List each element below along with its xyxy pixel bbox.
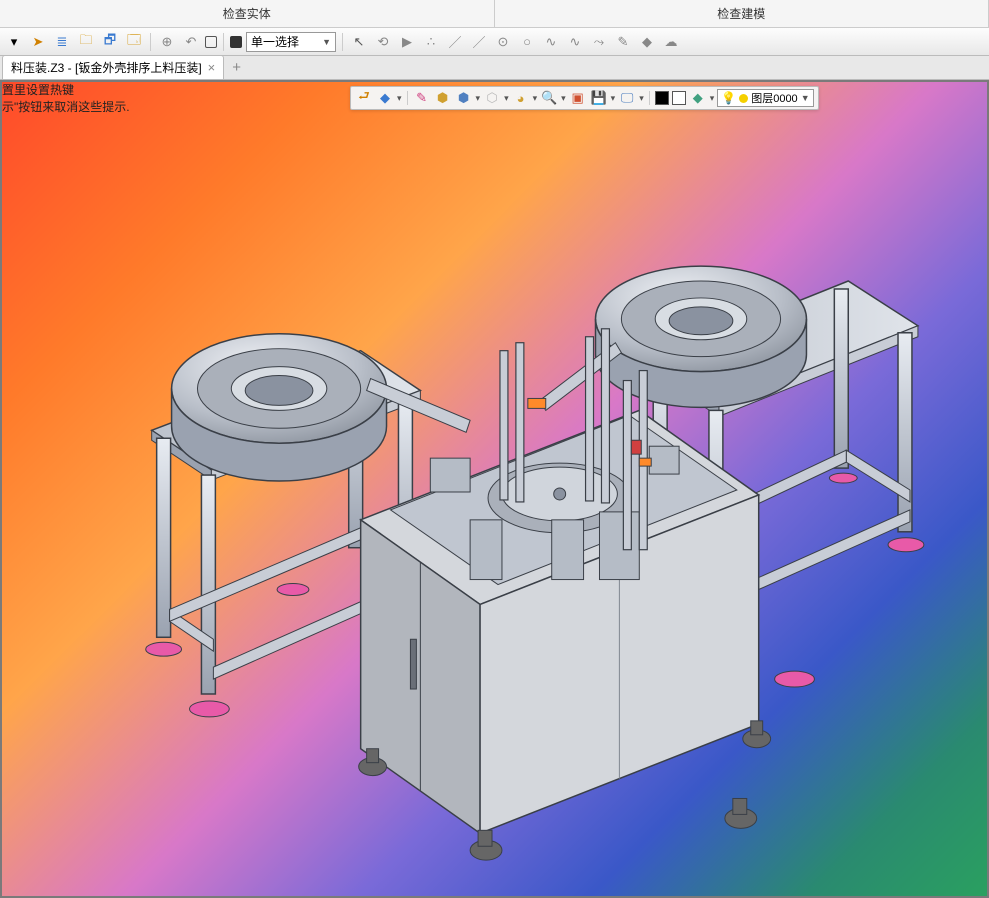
layer-dropdown[interactable]: 💡 图层0000 ▼ bbox=[717, 89, 813, 107]
ft-pie-icon[interactable]: ◕ bbox=[512, 89, 530, 107]
pencil-icon[interactable]: ✎ bbox=[613, 32, 633, 52]
line-icon[interactable]: ／ bbox=[445, 32, 465, 52]
ft-exit-icon[interactable]: ⮐ bbox=[355, 89, 373, 107]
hint-line1: 置里设置热键 bbox=[2, 82, 130, 99]
window-icon[interactable]: 🗗 bbox=[100, 32, 120, 52]
diamond-icon[interactable]: ◆ bbox=[637, 32, 657, 52]
undo-icon[interactable]: ↶ bbox=[181, 32, 201, 52]
ft-book-icon[interactable]: ◆ bbox=[376, 89, 394, 107]
hint-text: 置里设置热键 示"按钮来取消这些提示. bbox=[2, 82, 130, 116]
list-icon[interactable]: ≣ bbox=[52, 32, 72, 52]
bulb-icon: 💡 bbox=[721, 91, 736, 105]
ft-layer-icon[interactable]: ◆ bbox=[689, 89, 707, 107]
arrow-icon[interactable]: ➤ bbox=[28, 32, 48, 52]
wave2-icon[interactable]: ∿ bbox=[565, 32, 585, 52]
line2-icon[interactable]: ／ bbox=[469, 32, 489, 52]
hint-line2: 示"按钮来取消这些提示. bbox=[2, 99, 130, 116]
3d-viewport[interactable] bbox=[0, 80, 989, 898]
color-swatch-black[interactable] bbox=[655, 91, 669, 105]
rotate-icon[interactable]: ⟲ bbox=[373, 32, 393, 52]
chevron-down-icon[interactable]: ▾ bbox=[561, 93, 566, 104]
chevron-down-icon: ▼ bbox=[322, 37, 331, 47]
chevron-down-icon[interactable]: ▾ bbox=[397, 93, 402, 104]
layer-dot-icon bbox=[739, 94, 748, 103]
chevron-down-icon[interactable]: ▾ bbox=[611, 93, 616, 104]
color-swatch-white[interactable] bbox=[672, 91, 686, 105]
target-icon[interactable]: ⊕ bbox=[157, 32, 177, 52]
ft-cube2-icon[interactable]: ⬢ bbox=[455, 89, 473, 107]
ft-monitor-icon[interactable]: 🖵 bbox=[618, 89, 636, 107]
floating-view-toolbar: ⮐ ◆ ▾ ✎ ⬢ ⬢ ▾ ⬡ ▾ ◕ ▾ 🔍 ▾ ▣ 💾 ▾ 🖵 ▾ ◆ ▾ … bbox=[350, 86, 819, 110]
document-tab-bar: 料压装.Z3 - [钣金外壳排序上料压装] × + bbox=[0, 56, 989, 80]
cursor-icon[interactable]: ↖ bbox=[349, 32, 369, 52]
top-menu-tabs: 检查实体 检查建模 bbox=[0, 0, 989, 28]
add-tab-button[interactable]: + bbox=[224, 56, 249, 79]
chevron-down-icon[interactable]: ▾ bbox=[476, 93, 481, 104]
close-tab-icon[interactable]: × bbox=[208, 60, 216, 75]
chevron-down-icon: ▼ bbox=[801, 93, 810, 103]
document-tab-title: 料压装.Z3 - [钣金外壳排序上料压装] bbox=[11, 59, 202, 76]
tab-check-modeling[interactable]: 检查建模 bbox=[495, 0, 989, 27]
box-outline-icon[interactable] bbox=[205, 36, 217, 48]
main-toolbar: ▾ ➤ ≣ 🗀 🗗 🗔 ⊕ ↶ 单一选择 ▼ ↖ ⟲ ▶ ∴ ／ ／ ⊙ ○ ∿… bbox=[0, 28, 989, 56]
chevron-down-icon[interactable]: ▾ bbox=[710, 93, 715, 104]
circle-icon[interactable]: ○ bbox=[517, 32, 537, 52]
wave-icon[interactable]: ∿ bbox=[541, 32, 561, 52]
ft-save-icon[interactable]: 💾 bbox=[590, 89, 608, 107]
box-filled-icon[interactable] bbox=[230, 36, 242, 48]
chevron-down-icon[interactable]: ▾ bbox=[504, 93, 509, 104]
ft-screen-icon[interactable]: ▣ bbox=[569, 89, 587, 107]
points-icon[interactable]: ∴ bbox=[421, 32, 441, 52]
play-icon[interactable]: ▶ bbox=[397, 32, 417, 52]
cloud-icon[interactable]: ☁ bbox=[661, 32, 681, 52]
selection-mode-label: 单一选择 bbox=[251, 33, 299, 50]
panel-icon[interactable]: 🗔 bbox=[124, 32, 144, 52]
curve-icon[interactable]: ⤳ bbox=[589, 32, 609, 52]
layer-name: 图层0000 bbox=[751, 90, 797, 106]
ft-zoom-icon[interactable]: 🔍 bbox=[540, 89, 558, 107]
dropdown-icon[interactable]: ▾ bbox=[4, 32, 24, 52]
selection-mode-dropdown[interactable]: 单一选择 ▼ bbox=[246, 32, 336, 52]
chevron-down-icon[interactable]: ▾ bbox=[533, 93, 538, 104]
ft-cube1-icon[interactable]: ⬢ bbox=[434, 89, 452, 107]
ft-brush-icon[interactable]: ✎ bbox=[413, 89, 431, 107]
document-tab[interactable]: 料压装.Z3 - [钣金外壳排序上料压装] × bbox=[2, 55, 224, 79]
circle-dot-icon[interactable]: ⊙ bbox=[493, 32, 513, 52]
folder-icon[interactable]: 🗀 bbox=[76, 32, 96, 52]
cad-model-render bbox=[2, 82, 987, 896]
ft-cube3-icon[interactable]: ⬡ bbox=[483, 89, 501, 107]
tab-check-entity[interactable]: 检查实体 bbox=[0, 0, 495, 27]
chevron-down-icon[interactable]: ▾ bbox=[639, 93, 644, 104]
viewport-container: 置里设置热键 示"按钮来取消这些提示. ⮐ ◆ ▾ ✎ ⬢ ⬢ ▾ ⬡ ▾ ◕ … bbox=[0, 80, 989, 898]
